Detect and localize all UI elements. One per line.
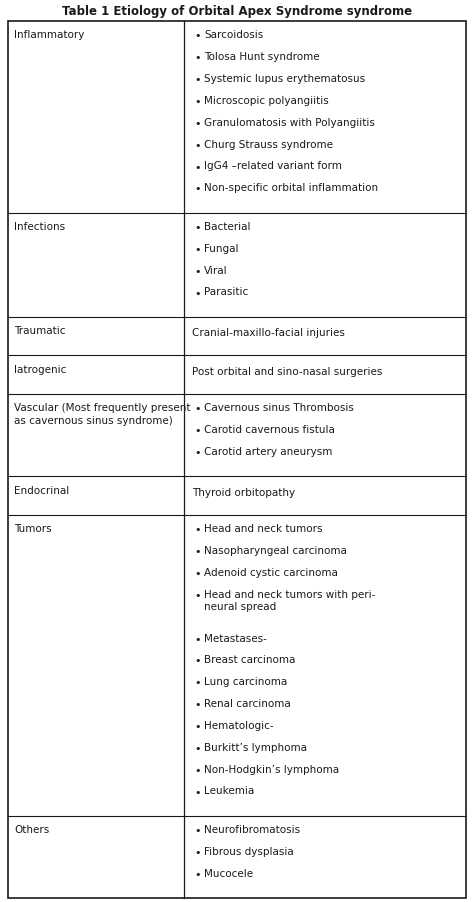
Text: •: • [194, 787, 201, 796]
Text: •: • [194, 547, 201, 557]
Text: Cranial-maxillo-facial injuries: Cranial-maxillo-facial injuries [192, 328, 345, 338]
Text: •: • [194, 266, 201, 276]
Text: Thyroid orbitopathy: Thyroid orbitopathy [192, 487, 295, 497]
Text: •: • [194, 119, 201, 129]
Text: Iatrogenic: Iatrogenic [14, 364, 66, 374]
Text: Burkitt’s lymphoma: Burkitt’s lymphoma [204, 742, 307, 752]
Text: Systemic lupus erythematosus: Systemic lupus erythematosus [204, 74, 365, 84]
Text: •: • [194, 184, 201, 194]
Text: Others: Others [14, 824, 49, 834]
Text: •: • [194, 289, 201, 299]
Text: Sarcoidosis: Sarcoidosis [204, 31, 264, 41]
Text: •: • [194, 141, 201, 151]
Text: Endocrinal: Endocrinal [14, 485, 69, 495]
Text: Nasopharyngeal carcinoma: Nasopharyngeal carcinoma [204, 546, 347, 556]
Text: Mucocele: Mucocele [204, 868, 254, 878]
Text: Metastases-: Metastases- [204, 633, 267, 643]
Text: Head and neck tumors: Head and neck tumors [204, 524, 323, 534]
Text: •: • [194, 75, 201, 85]
Text: Fungal: Fungal [204, 244, 239, 253]
Text: •: • [194, 525, 201, 535]
Text: •: • [194, 53, 201, 63]
Text: Viral: Viral [204, 265, 228, 275]
Text: Table 1 Etiology of Orbital Apex Syndrome syndrome: Table 1 Etiology of Orbital Apex Syndrom… [62, 5, 412, 17]
Text: Microscopic polyangiitis: Microscopic polyangiitis [204, 96, 329, 106]
Text: Inflammatory: Inflammatory [14, 31, 84, 41]
Text: Cavernous sinus Thrombosis: Cavernous sinus Thrombosis [204, 403, 354, 413]
Text: Carotid cavernous fistula: Carotid cavernous fistula [204, 425, 335, 435]
Text: Adenoid cystic carcinoma: Adenoid cystic carcinoma [204, 567, 338, 577]
Text: •: • [194, 699, 201, 709]
Text: •: • [194, 97, 201, 107]
Text: Vascular (Most frequently present
as cavernous sinus syndrome): Vascular (Most frequently present as cav… [14, 403, 191, 426]
Text: Post orbital and sino-nasal surgeries: Post orbital and sino-nasal surgeries [192, 366, 383, 376]
Text: •: • [194, 32, 201, 41]
Text: Neurofibromatosis: Neurofibromatosis [204, 824, 301, 834]
Text: •: • [194, 825, 201, 835]
Text: Tolosa Hunt syndrome: Tolosa Hunt syndrome [204, 52, 320, 62]
Text: Churg Strauss syndrome: Churg Strauss syndrome [204, 140, 333, 150]
Text: •: • [194, 847, 201, 857]
Text: •: • [194, 447, 201, 457]
Text: •: • [194, 677, 201, 687]
Text: •: • [194, 162, 201, 172]
Text: •: • [194, 404, 201, 414]
Text: IgG4 –related variant form: IgG4 –related variant form [204, 161, 342, 171]
Text: •: • [194, 722, 201, 732]
Text: Hematologic-: Hematologic- [204, 720, 274, 730]
Text: Head and neck tumors with peri-
neural spread: Head and neck tumors with peri- neural s… [204, 589, 376, 612]
Text: •: • [194, 223, 201, 233]
Text: Fibrous dysplasia: Fibrous dysplasia [204, 846, 294, 856]
Text: Renal carcinoma: Renal carcinoma [204, 698, 291, 708]
Text: •: • [194, 656, 201, 666]
Text: Non-specific orbital inflammation: Non-specific orbital inflammation [204, 183, 378, 193]
Text: •: • [194, 590, 201, 601]
Text: Breast carcinoma: Breast carcinoma [204, 655, 296, 665]
Text: Parasitic: Parasitic [204, 287, 248, 297]
Text: Bacterial: Bacterial [204, 222, 251, 232]
Text: Tumors: Tumors [14, 524, 52, 534]
Text: •: • [194, 634, 201, 644]
Text: Granulomatosis with Polyangiitis: Granulomatosis with Polyangiitis [204, 117, 375, 127]
Text: •: • [194, 426, 201, 436]
Text: •: • [194, 765, 201, 775]
Text: •: • [194, 244, 201, 254]
Text: Lung carcinoma: Lung carcinoma [204, 676, 288, 686]
Text: •: • [194, 743, 201, 753]
Text: Infections: Infections [14, 222, 65, 232]
Text: Leukemia: Leukemia [204, 786, 255, 796]
Text: Non-Hodgkin’s lymphoma: Non-Hodgkin’s lymphoma [204, 764, 339, 774]
Text: •: • [194, 568, 201, 578]
Text: •: • [194, 869, 201, 879]
Text: Carotid artery aneurysm: Carotid artery aneurysm [204, 446, 333, 456]
Text: Traumatic: Traumatic [14, 326, 65, 336]
